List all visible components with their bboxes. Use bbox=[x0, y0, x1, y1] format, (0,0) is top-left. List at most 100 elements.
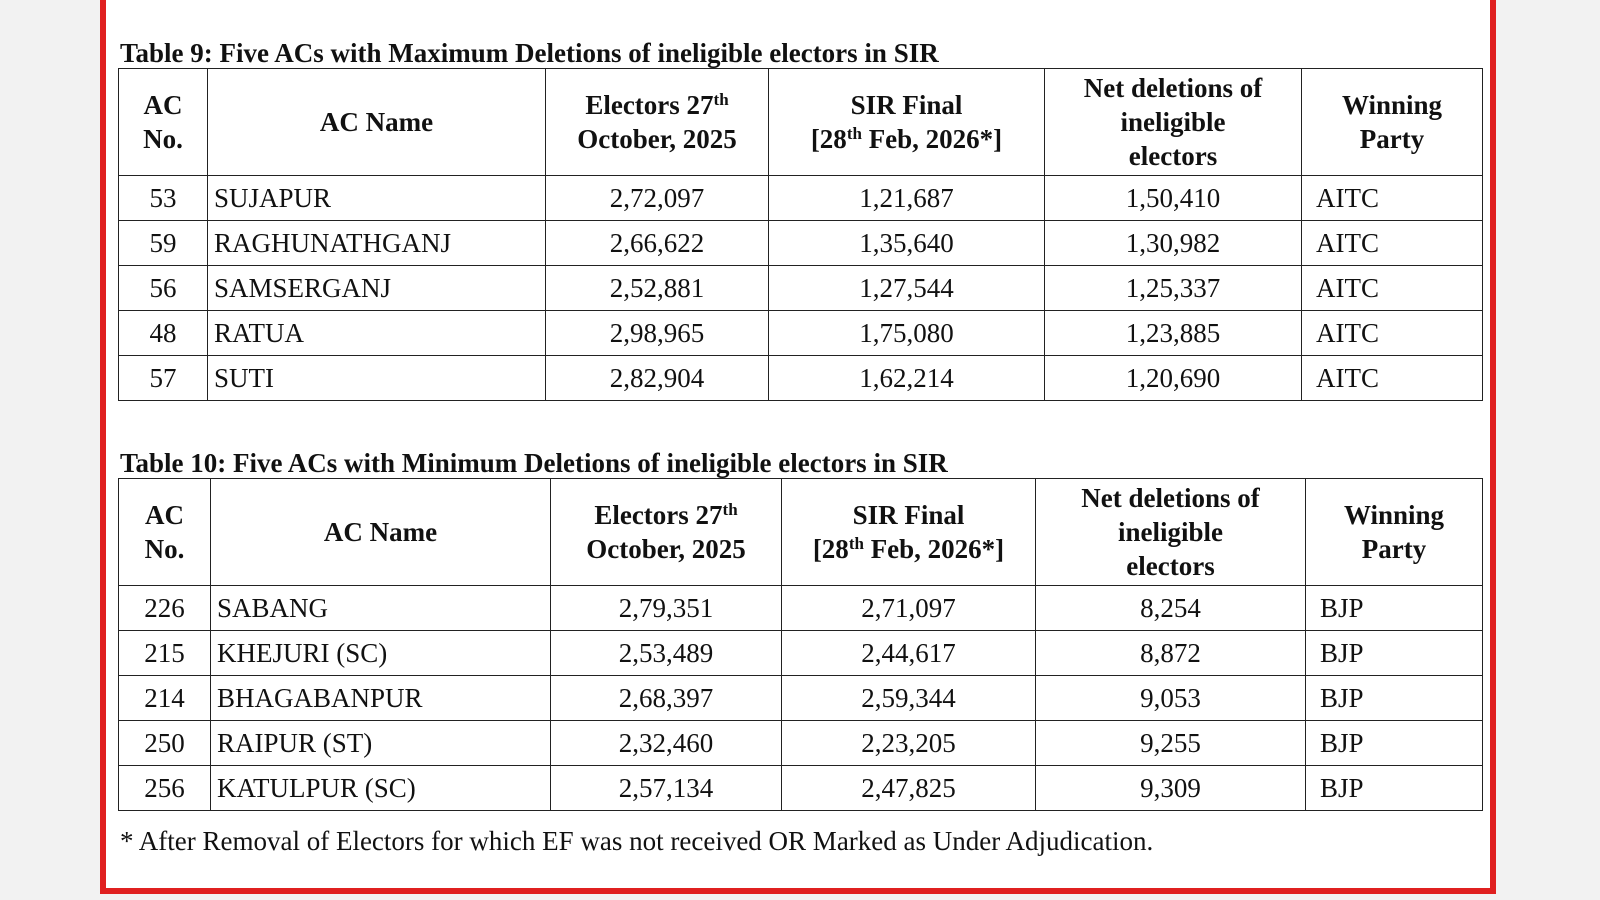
table-row: 250 RAIPUR (ST) 2,32,460 2,23,205 9,255 … bbox=[118, 720, 1483, 766]
cell-sir-final: 2,23,205 bbox=[781, 720, 1036, 766]
cell-net-deletions: 1,23,885 bbox=[1044, 310, 1302, 356]
header-sir-final: SIR Final [28th Feb, 2026*] bbox=[781, 478, 1036, 586]
header-party-line2: Party bbox=[1361, 534, 1427, 564]
header-electors: Electors 27th October, 2025 bbox=[545, 68, 769, 176]
cell-net-deletions: 8,254 bbox=[1035, 585, 1306, 631]
cell-party: BJP bbox=[1305, 720, 1483, 766]
header-electors-line2: October, 2025 bbox=[577, 124, 737, 154]
header-party-line2: Party bbox=[1359, 124, 1425, 154]
cell-party: BJP bbox=[1305, 675, 1483, 721]
cell-ac-no: 48 bbox=[118, 310, 208, 356]
header-sir-line1: SIR Final bbox=[850, 90, 963, 120]
table-row: 214 BHAGABANPUR 2,68,397 2,59,344 9,053 … bbox=[118, 675, 1483, 721]
cell-electors: 2,98,965 bbox=[545, 310, 769, 356]
header-winning-party: Winning Party bbox=[1305, 478, 1483, 586]
cell-electors: 2,57,134 bbox=[550, 765, 782, 811]
table-row: 256 KATULPUR (SC) 2,57,134 2,47,825 9,30… bbox=[118, 765, 1483, 811]
cell-ac-name: SABANG bbox=[210, 585, 551, 631]
header-sir-line2a: [28 bbox=[810, 124, 847, 154]
cell-ac-no: 250 bbox=[118, 720, 211, 766]
cell-electors: 2,52,881 bbox=[545, 265, 769, 311]
table-row: 48 RATUA 2,98,965 1,75,080 1,23,885 AITC bbox=[118, 310, 1483, 356]
cell-sir-final: 2,44,617 bbox=[781, 630, 1036, 676]
header-net-line2: ineligible bbox=[1117, 517, 1223, 547]
table-row: 57 SUTI 2,82,904 1,62,214 1,20,690 AITC bbox=[118, 355, 1483, 401]
table-row: 53 SUJAPUR 2,72,097 1,21,687 1,50,410 AI… bbox=[118, 175, 1483, 221]
header-sir-sup: th bbox=[848, 534, 864, 553]
cell-ac-name: KHEJURI (SC) bbox=[210, 630, 551, 676]
cell-net-deletions: 1,30,982 bbox=[1044, 220, 1302, 266]
cell-party: AITC bbox=[1301, 355, 1483, 401]
cell-ac-no: 57 bbox=[118, 355, 208, 401]
header-ac-name: AC Name bbox=[207, 68, 546, 176]
cell-party: AITC bbox=[1301, 175, 1483, 221]
cell-party: BJP bbox=[1305, 765, 1483, 811]
cell-net-deletions: 9,309 bbox=[1035, 765, 1306, 811]
table-10-header-row: AC No. AC Name Electors 27th October, 20… bbox=[118, 478, 1483, 586]
cell-party: AITC bbox=[1301, 310, 1483, 356]
header-electors-line1: Electors 27 bbox=[585, 90, 714, 120]
cell-sir-final: 1,27,544 bbox=[768, 265, 1045, 311]
cell-electors: 2,68,397 bbox=[550, 675, 782, 721]
cell-electors: 2,79,351 bbox=[550, 585, 782, 631]
table-9-header-row: AC No. AC Name Electors 27th October, 20… bbox=[118, 68, 1483, 176]
header-winning-party: Winning Party bbox=[1301, 68, 1483, 176]
cell-ac-name: KATULPUR (SC) bbox=[210, 765, 551, 811]
header-party-line1: Winning bbox=[1341, 90, 1443, 120]
header-electors-line1: Electors 27 bbox=[594, 500, 723, 530]
header-sir-final: SIR Final [28th Feb, 2026*] bbox=[768, 68, 1045, 176]
cell-net-deletions: 1,20,690 bbox=[1044, 355, 1302, 401]
cell-sir-final: 2,71,097 bbox=[781, 585, 1036, 631]
header-ac-no-line2: No. bbox=[144, 534, 185, 564]
header-sir-line2b: Feb, 2026*] bbox=[863, 534, 1005, 564]
cell-electors: 2,82,904 bbox=[545, 355, 769, 401]
cell-sir-final: 1,35,640 bbox=[768, 220, 1045, 266]
cell-electors: 2,53,489 bbox=[550, 630, 782, 676]
cell-sir-final: 1,21,687 bbox=[768, 175, 1045, 221]
cell-ac-name: RAGHUNATHGANJ bbox=[207, 220, 546, 266]
header-party-line1: Winning bbox=[1343, 500, 1445, 530]
cell-sir-final: 1,62,214 bbox=[768, 355, 1045, 401]
cell-sir-final: 1,75,080 bbox=[768, 310, 1045, 356]
header-net-line2: ineligible bbox=[1120, 107, 1226, 137]
header-net-line1: Net deletions of bbox=[1083, 73, 1263, 103]
table-row: 59 RAGHUNATHGANJ 2,66,622 1,35,640 1,30,… bbox=[118, 220, 1483, 266]
cell-ac-no: 256 bbox=[118, 765, 211, 811]
cell-ac-name: BHAGABANPUR bbox=[210, 675, 551, 721]
cell-ac-name: RAIPUR (ST) bbox=[210, 720, 551, 766]
header-ac-no: AC No. bbox=[118, 478, 211, 586]
cell-electors: 2,66,622 bbox=[545, 220, 769, 266]
header-ac-no-line2: No. bbox=[143, 124, 183, 154]
header-net-deletions: Net deletions of ineligible electors bbox=[1044, 68, 1302, 176]
cell-ac-no: 53 bbox=[118, 175, 208, 221]
header-ac-name-text: AC Name bbox=[323, 517, 438, 547]
table-9-block: Table 9: Five ACs with Maximum Deletions… bbox=[118, 38, 1483, 401]
table-9-caption: Table 9: Five ACs with Maximum Deletions… bbox=[120, 38, 939, 68]
cell-party: AITC bbox=[1301, 265, 1483, 311]
table-9: AC No. AC Name Electors 27th October, 20… bbox=[118, 68, 1483, 401]
cell-electors: 2,72,097 bbox=[545, 175, 769, 221]
table-10-caption: Table 10: Five ACs with Minimum Deletion… bbox=[120, 448, 948, 478]
header-ac-no-line1: AC bbox=[143, 90, 183, 120]
cell-ac-name: SAMSERGANJ bbox=[207, 265, 546, 311]
document-page: Table 9: Five ACs with Maximum Deletions… bbox=[100, 0, 1496, 894]
header-sir-line2b: Feb, 2026*] bbox=[861, 124, 1003, 154]
header-electors-sup: th bbox=[713, 90, 729, 109]
cell-party: BJP bbox=[1305, 630, 1483, 676]
cell-ac-name: SUTI bbox=[207, 355, 546, 401]
header-ac-no-line1: AC bbox=[145, 500, 184, 530]
header-net-deletions: Net deletions of ineligible electors bbox=[1035, 478, 1306, 586]
cell-ac-no: 215 bbox=[118, 630, 211, 676]
header-electors-sup: th bbox=[722, 500, 738, 519]
header-ac-no: AC No. bbox=[118, 68, 208, 176]
cell-net-deletions: 1,25,337 bbox=[1044, 265, 1302, 311]
cell-ac-name: RATUA bbox=[207, 310, 546, 356]
table-10-block: Table 10: Five ACs with Minimum Deletion… bbox=[118, 448, 1483, 811]
table-row: 226 SABANG 2,79,351 2,71,097 8,254 BJP bbox=[118, 585, 1483, 631]
header-sir-line1: SIR Final bbox=[852, 500, 965, 530]
cell-net-deletions: 9,053 bbox=[1035, 675, 1306, 721]
header-net-line3: electors bbox=[1126, 551, 1215, 581]
header-electors: Electors 27th October, 2025 bbox=[550, 478, 782, 586]
table-row: 215 KHEJURI (SC) 2,53,489 2,44,617 8,872… bbox=[118, 630, 1483, 676]
cell-electors: 2,32,460 bbox=[550, 720, 782, 766]
